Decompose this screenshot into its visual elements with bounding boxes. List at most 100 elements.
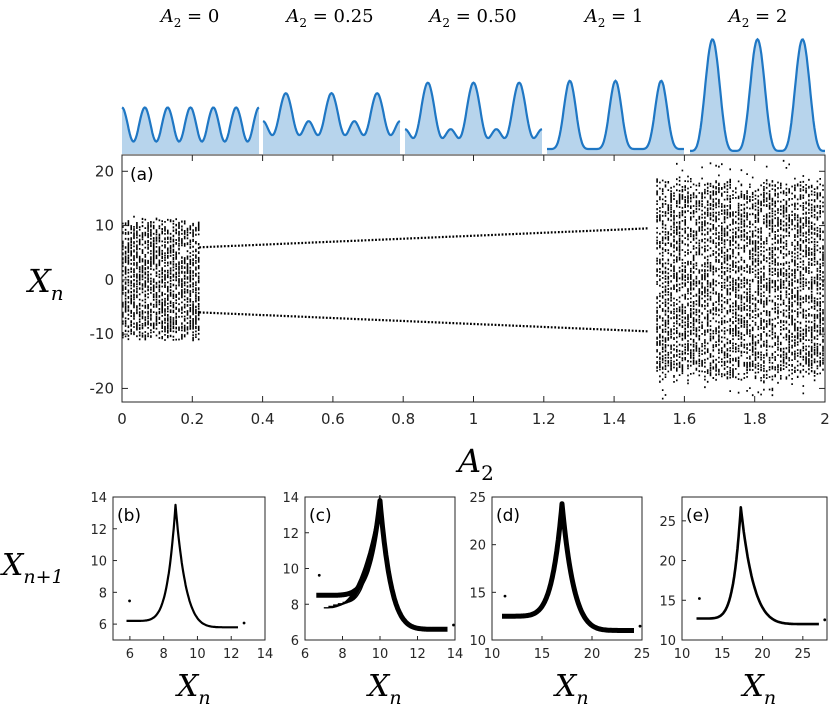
y-tick-label: 10 bbox=[95, 217, 114, 235]
x-tick-label: 0 bbox=[117, 410, 127, 428]
profile-line-3 bbox=[547, 79, 684, 151]
bifurcation-xlabel: A2 bbox=[455, 442, 494, 485]
xlabel-sub: n bbox=[764, 687, 776, 709]
y-tick-label: 10 bbox=[659, 634, 676, 649]
profile-line-0 bbox=[121, 106, 260, 143]
xlabel-main: X bbox=[366, 669, 391, 704]
bifurcation-ylabel: Xn bbox=[25, 262, 64, 305]
return-map-ylabel: Xn+1 bbox=[0, 548, 64, 588]
x-tick-label: 1 bbox=[469, 410, 479, 428]
profile-fill-3 bbox=[547, 80, 684, 154]
x-tick-label: 20 bbox=[584, 647, 601, 662]
return-map-point bbox=[452, 623, 455, 627]
chaotic-band-left bbox=[122, 215, 200, 342]
profile-title-3: A2 = 1 bbox=[583, 6, 644, 30]
profile-strip bbox=[121, 37, 825, 154]
profile-1 bbox=[262, 91, 401, 154]
return-map-filaments bbox=[323, 495, 381, 609]
panel-label-a: (a) bbox=[130, 165, 154, 185]
y-tick-label: 12 bbox=[282, 527, 299, 542]
return-map-point bbox=[242, 621, 246, 625]
return-map-2: 10 15 20 25 10 15 20 25 (d) Xn bbox=[469, 491, 650, 709]
bifurcation-panel: 0 0.2 0.4 0.6 0.8 1 1.2 1.4 1.6 1.8 2 -20 -10 0 10 20 (… bbox=[25, 154, 830, 485]
return-map-curve bbox=[314, 498, 450, 632]
profile-2 bbox=[404, 81, 543, 154]
x-tick-label: 10 bbox=[484, 647, 501, 662]
return-map-curve bbox=[500, 501, 636, 633]
chaotic-band-right bbox=[656, 159, 824, 400]
xlabel-sub: n bbox=[198, 687, 210, 709]
panel-label: (c) bbox=[309, 506, 332, 526]
x-tick-label: 0.6 bbox=[321, 410, 345, 428]
x-tick-label: 6 bbox=[126, 647, 134, 662]
y-tick-label: 10 bbox=[469, 634, 486, 649]
profile-title-1: A2 = 0.25 bbox=[284, 6, 373, 30]
return-map-3: 10 15 20 25 10 15 20 25 (e) Xn bbox=[659, 496, 828, 709]
xlabel-main: X bbox=[175, 669, 200, 704]
panel-label: (d) bbox=[496, 506, 520, 526]
x-tick-label: 0.8 bbox=[391, 410, 415, 428]
y-tick-label: -10 bbox=[90, 325, 115, 343]
y-tick-label: 8 bbox=[99, 586, 107, 601]
bifurcation-points bbox=[122, 159, 824, 400]
x-tick-label: 15 bbox=[534, 647, 551, 662]
profile-fill-1 bbox=[263, 93, 400, 154]
return-map-frame bbox=[681, 496, 828, 641]
x-tick-label: 6 bbox=[301, 647, 309, 662]
periodic-branches bbox=[199, 227, 648, 333]
profile-line-1 bbox=[262, 91, 401, 137]
return-map-frame bbox=[491, 496, 643, 641]
return-map-point bbox=[823, 618, 827, 622]
profile-fill-2 bbox=[405, 82, 542, 154]
x-tick-label: 15 bbox=[714, 647, 731, 662]
profile-line-4 bbox=[690, 37, 825, 152]
x-tick-label: 0.2 bbox=[180, 410, 204, 428]
x-tick-label: 25 bbox=[634, 647, 651, 662]
x-tick-label: 1.6 bbox=[672, 410, 696, 428]
return-map-xlabel: Xn bbox=[741, 669, 777, 709]
x-tick-label: 10 bbox=[674, 647, 691, 662]
return-map-0: 6 8 10 12 14 6 8 10 12 14 (b) Xn bbox=[90, 491, 273, 709]
return-map-xlabel: Xn bbox=[175, 669, 211, 709]
x-tick-label: 2 bbox=[820, 410, 830, 428]
y-tick-label: 14 bbox=[282, 491, 299, 506]
x-tick-label: 12 bbox=[409, 647, 426, 662]
return-map-point bbox=[317, 573, 321, 577]
y-tick-label: 10 bbox=[90, 555, 107, 570]
return-map-curve bbox=[126, 503, 239, 629]
profile-titles: A2 = 0.25 A2 = 0.50 A2 = 1 A2 = 2 A2 = 0 bbox=[159, 6, 788, 30]
profile-title-2: A2 = 0.50 bbox=[427, 6, 516, 30]
return-map-xlabel: Xn bbox=[366, 669, 402, 709]
xlabel-main: X bbox=[741, 669, 766, 704]
y-tick-label: 14 bbox=[90, 491, 107, 506]
xlabel-sub: n bbox=[389, 687, 401, 709]
return-map-xlabel: Xn bbox=[553, 669, 589, 709]
xlabel-main: X bbox=[553, 669, 578, 704]
profile-4 bbox=[690, 37, 825, 154]
y-tick-label: 12 bbox=[90, 523, 107, 538]
x-tick-label: 10 bbox=[372, 647, 389, 662]
bifurcation-ticks: 0 0.2 0.4 0.6 0.8 1 1.2 1.4 1.6 1.8 2 -20 -10 0 10 20 bbox=[90, 155, 830, 428]
return-map-1: 6 8 10 12 14 6 8 10 12 14 (c) Xn bbox=[282, 491, 463, 709]
profile-title-0: A2 = 0 bbox=[159, 6, 220, 30]
x-tick-label: 10 bbox=[189, 647, 206, 662]
return-map-curve bbox=[695, 506, 820, 626]
x-tick-label: 8 bbox=[160, 647, 168, 662]
x-tick-label: 12 bbox=[223, 647, 240, 662]
x-tick-label: 1.8 bbox=[743, 410, 767, 428]
return-maps: 6 8 10 12 14 6 8 10 12 14 (b) Xn 6 8 10 12 14 6 8 10 12 14 (c)… bbox=[90, 491, 828, 709]
x-tick-label: 20 bbox=[754, 647, 771, 662]
y-tick-label: 25 bbox=[659, 515, 676, 530]
return-map-point bbox=[698, 597, 701, 600]
y-tick-label: 0 bbox=[104, 271, 114, 289]
y-tick-label: 8 bbox=[291, 598, 299, 613]
y-tick-label: 20 bbox=[469, 539, 486, 554]
x-tick-label: 8 bbox=[338, 647, 346, 662]
y-tick-label: 20 bbox=[659, 555, 676, 570]
profile-line-2 bbox=[404, 81, 543, 140]
profile-0 bbox=[121, 106, 260, 154]
x-tick-label: 14 bbox=[257, 647, 274, 662]
y-tick-label: -20 bbox=[90, 379, 115, 397]
xlabel-sub: n bbox=[576, 687, 588, 709]
